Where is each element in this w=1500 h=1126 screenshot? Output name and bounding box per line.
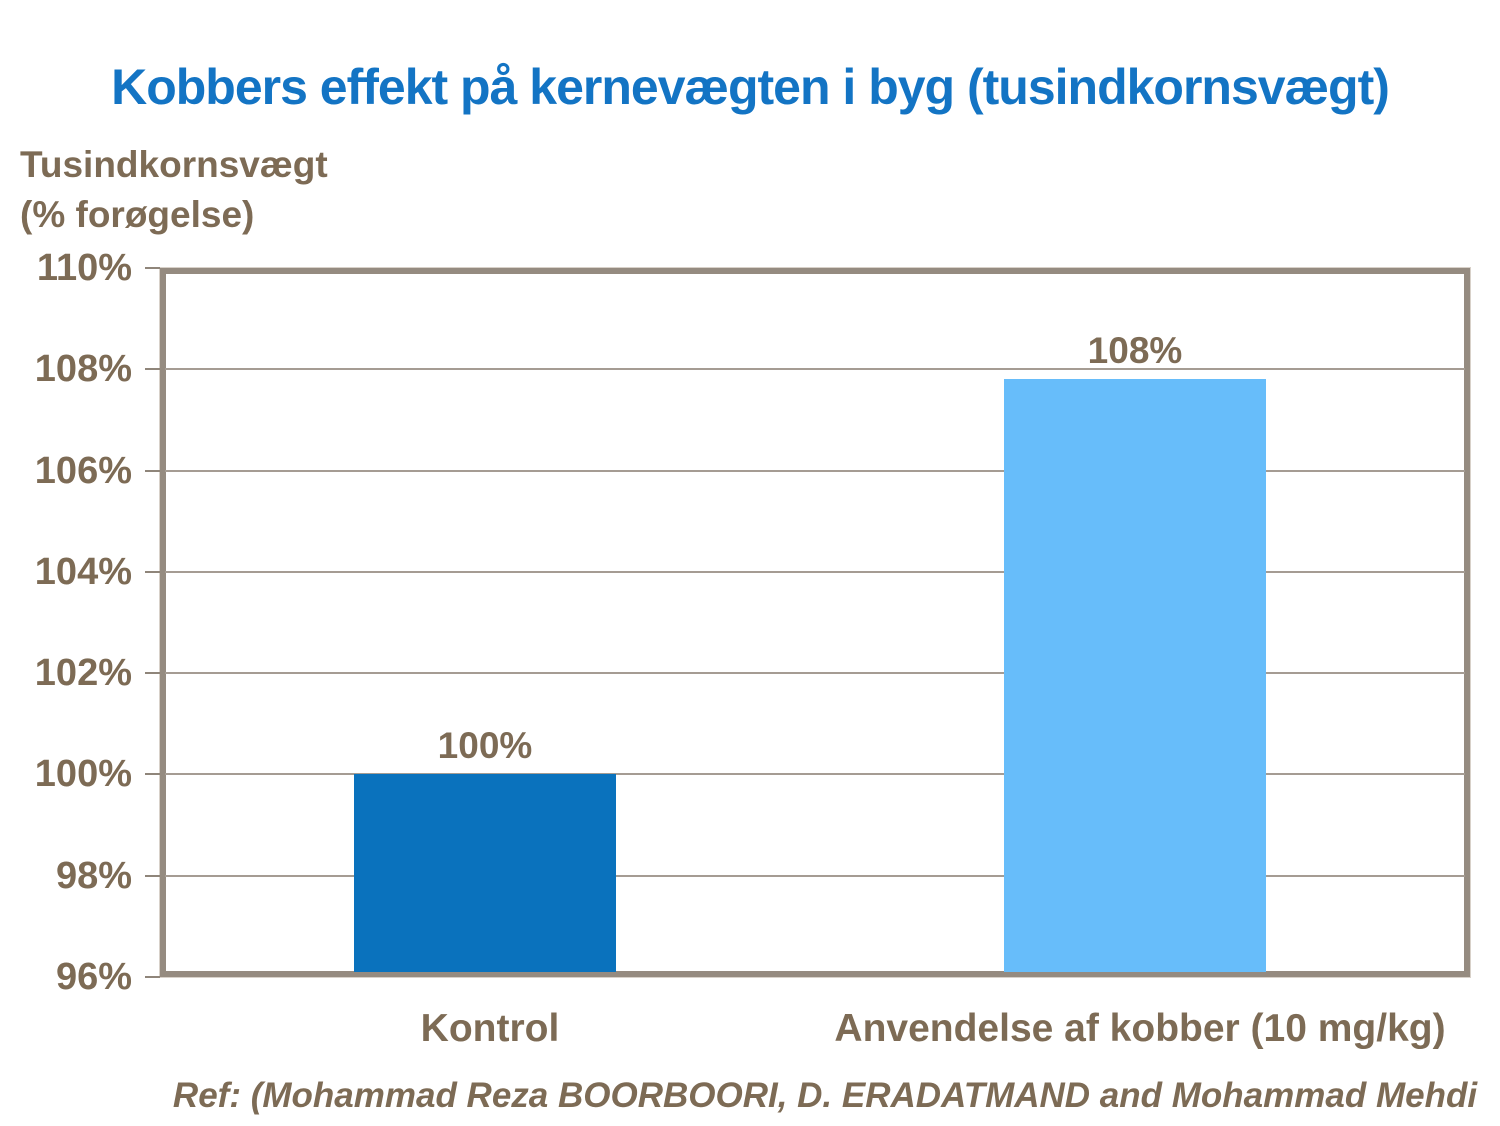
bar-value-label: 108% xyxy=(1087,330,1183,372)
reference-footnote: Ref: (Mohammad Reza BOORBOORI, D. ERADAT… xyxy=(172,1076,1478,1115)
y-axis-tickmark xyxy=(145,368,160,371)
x-axis-category-label: Kontrol xyxy=(420,1007,560,1050)
bar-anvendelse-af-kobber-10-mg-kg xyxy=(1004,379,1266,972)
y-axis-tickmark xyxy=(145,469,160,472)
gridline xyxy=(165,672,1465,675)
y-axis-tick-label: 98% xyxy=(55,854,132,897)
y-axis-title-line1: Tusindkornsvægt xyxy=(20,144,328,185)
gridline xyxy=(165,570,1465,573)
y-axis-tick-label: 108% xyxy=(34,348,132,391)
y-axis-tickmark xyxy=(145,976,160,978)
x-axis-category-label: Anvendelse af kobber (10 mg/kg) xyxy=(834,1007,1446,1050)
y-axis-tick-label: 110% xyxy=(36,247,132,289)
bar-kontrol xyxy=(354,774,616,972)
gridline xyxy=(165,469,1465,472)
gridline xyxy=(165,368,1465,371)
y-axis-tickmark xyxy=(145,267,160,269)
y-axis-title-line2: (% forøgelse) xyxy=(20,194,255,235)
y-axis-title: Tusindkornsvægt (% forøgelse) xyxy=(20,140,328,240)
y-axis-tick-label: 104% xyxy=(34,550,132,593)
gridline xyxy=(165,874,1465,877)
gridline xyxy=(165,773,1465,776)
y-axis-tick-label: 100% xyxy=(34,753,132,796)
y-axis-tick-label: 102% xyxy=(34,652,132,695)
y-axis-tickmark xyxy=(145,874,160,877)
y-axis-tick-label: 96% xyxy=(55,956,132,998)
bar-value-label: 100% xyxy=(437,725,533,767)
y-axis-tick-label: 106% xyxy=(34,449,132,492)
plot-area: 100% 108% xyxy=(160,268,1470,977)
y-axis-tickmark xyxy=(145,773,160,776)
y-axis-tickmark xyxy=(145,672,160,675)
y-axis-tickmark xyxy=(145,570,160,573)
chart-title: Kobbers effekt på kernevægten i byg (tus… xyxy=(111,59,1390,115)
